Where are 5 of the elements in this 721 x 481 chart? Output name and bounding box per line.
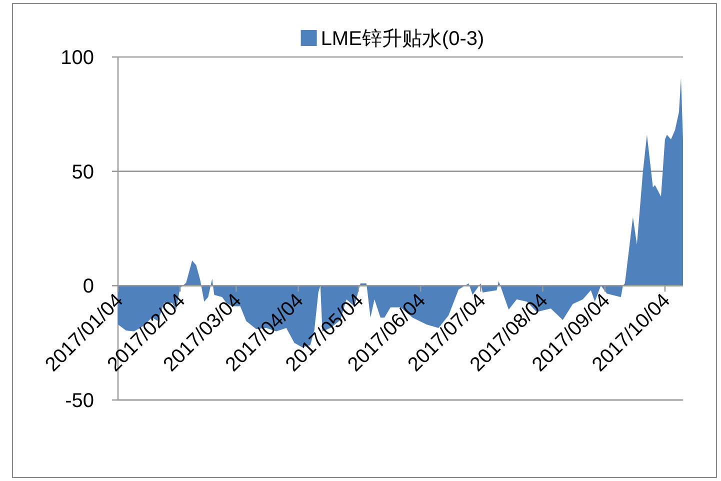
y-tick-label: 0 [82, 276, 94, 298]
y-tick-label: 50 [72, 161, 94, 184]
legend: LME锌升贴水(0-3) [300, 28, 484, 50]
y-tick-label: 100 [60, 47, 94, 69]
y-tick-label: -50 [65, 390, 94, 412]
